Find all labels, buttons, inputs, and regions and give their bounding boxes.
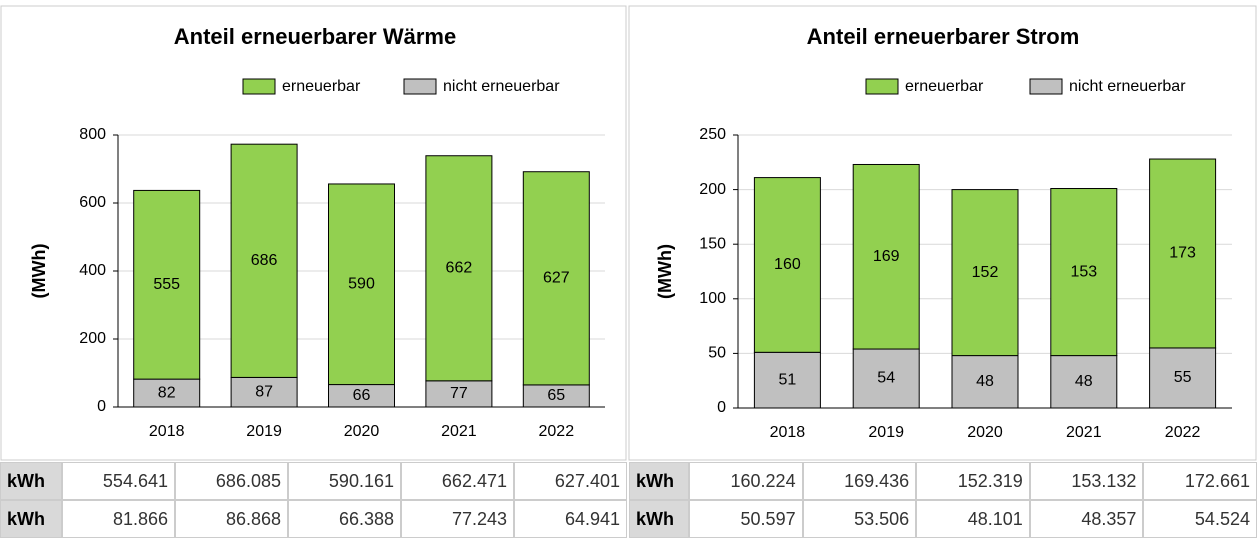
data-label: 686: [251, 252, 278, 269]
legend-label: erneuerbar: [905, 78, 984, 95]
legend-label: erneuerbar: [282, 78, 361, 95]
bar-segment: [425, 155, 493, 382]
table-cell: 169.436: [802, 462, 917, 500]
table-row-header: kWh: [0, 462, 62, 500]
table-cell: 172.661: [1143, 462, 1257, 500]
legend-swatch: [403, 78, 437, 95]
data-label: 87: [255, 383, 273, 400]
table-cell: 554.641: [62, 462, 175, 500]
x-tick-label: 2019: [246, 423, 282, 440]
chart-title: Anteil erneuerbarer Strom: [807, 24, 1080, 49]
y-tick-label: 50: [708, 345, 726, 362]
table-cell: 662.471: [401, 462, 514, 500]
y-tick-label: 0: [717, 399, 726, 416]
y-axis-label: (MWh): [655, 244, 675, 299]
bar-segment: [1050, 355, 1118, 409]
data-label: 51: [779, 371, 797, 388]
bar-segment: [753, 351, 821, 409]
table-row-header: kWh: [629, 500, 689, 538]
table-cell: 50.597: [689, 500, 803, 538]
y-tick-label: 150: [699, 235, 726, 252]
x-tick-label: 2021: [441, 423, 477, 440]
legend-swatch: [1029, 78, 1063, 95]
x-tick-label: 2022: [1165, 424, 1201, 441]
x-tick-label: 2018: [149, 423, 185, 440]
bar-segment: [951, 189, 1019, 357]
data-label: 66: [353, 387, 371, 404]
table-cell: 160.224: [689, 462, 803, 500]
table-cell: 627.401: [514, 462, 627, 500]
bar-segment: [852, 348, 920, 409]
table-cell: 66.388: [288, 500, 401, 538]
table-row-header: kWh: [0, 500, 62, 538]
x-tick-label: 2018: [770, 424, 806, 441]
data-label: 65: [547, 387, 565, 404]
bar-segment: [951, 355, 1019, 409]
legend-label: nicht erneuerbar: [1069, 78, 1186, 95]
bar-segment: [133, 378, 201, 408]
bar-segment: [425, 380, 493, 408]
table-cell: 81.866: [62, 500, 175, 538]
y-tick-label: 250: [699, 126, 726, 143]
y-tick-label: 400: [79, 262, 106, 279]
table-cell: 53.506: [802, 500, 917, 538]
y-tick-label: 800: [79, 126, 106, 143]
table-cell: 590.161: [288, 462, 401, 500]
bar-segment: [753, 177, 821, 353]
x-tick-label: 2019: [868, 424, 904, 441]
y-tick-label: 0: [97, 398, 106, 415]
data-label: 153: [1070, 263, 1097, 280]
data-label: 173: [1169, 245, 1196, 262]
x-tick-label: 2022: [539, 423, 575, 440]
y-tick-label: 200: [699, 181, 726, 198]
table-cell: 77.243: [401, 500, 514, 538]
data-label: 555: [153, 276, 180, 293]
data-label: 627: [543, 270, 570, 287]
table-row-header: kWh: [629, 462, 689, 500]
bar-segment: [1149, 347, 1217, 409]
bar-segment: [328, 183, 395, 386]
data-label: 160: [774, 256, 801, 273]
table-cell: 152.319: [916, 462, 1030, 500]
chart-title: Anteil erneuerbarer Wärme: [174, 24, 456, 49]
data-label: 48: [976, 373, 994, 390]
legend-label: nicht erneuerbar: [443, 78, 560, 95]
x-tick-label: 2020: [967, 424, 1003, 441]
data-label: 48: [1075, 373, 1093, 390]
data-label: 152: [972, 264, 999, 281]
data-label: 662: [446, 259, 473, 276]
panel: [0, 5, 627, 461]
panel: [628, 5, 1257, 461]
bar-segment: [1050, 188, 1118, 357]
bar-segment: [1149, 158, 1217, 349]
x-tick-label: 2021: [1066, 424, 1102, 441]
data-label: 169: [873, 248, 900, 265]
bar-segment: [852, 163, 920, 350]
legend-swatch: [865, 78, 899, 95]
data-label: 77: [450, 385, 468, 402]
table-cell: 54.524: [1143, 500, 1257, 538]
bar-segment: [230, 143, 298, 378]
bar-segment: [522, 171, 590, 386]
data-label: 590: [348, 275, 375, 292]
data-label: 82: [158, 384, 176, 401]
data-label: 55: [1174, 369, 1192, 386]
table-cell: 153.132: [1029, 462, 1144, 500]
table-cell: 686.085: [175, 462, 288, 500]
table-cell: 64.941: [514, 500, 627, 538]
y-tick-label: 600: [79, 194, 106, 211]
y-axis-label: (MWh): [29, 244, 49, 299]
legend-swatch: [242, 78, 276, 95]
x-tick-label: 2020: [344, 423, 380, 440]
bar-segment: [133, 189, 201, 380]
data-label: 54: [877, 370, 895, 387]
table-cell: 48.101: [916, 500, 1030, 538]
y-tick-label: 100: [699, 290, 726, 307]
table-cell: 86.868: [175, 500, 288, 538]
table-cell: 48.357: [1029, 500, 1144, 538]
y-tick-label: 200: [79, 330, 106, 347]
